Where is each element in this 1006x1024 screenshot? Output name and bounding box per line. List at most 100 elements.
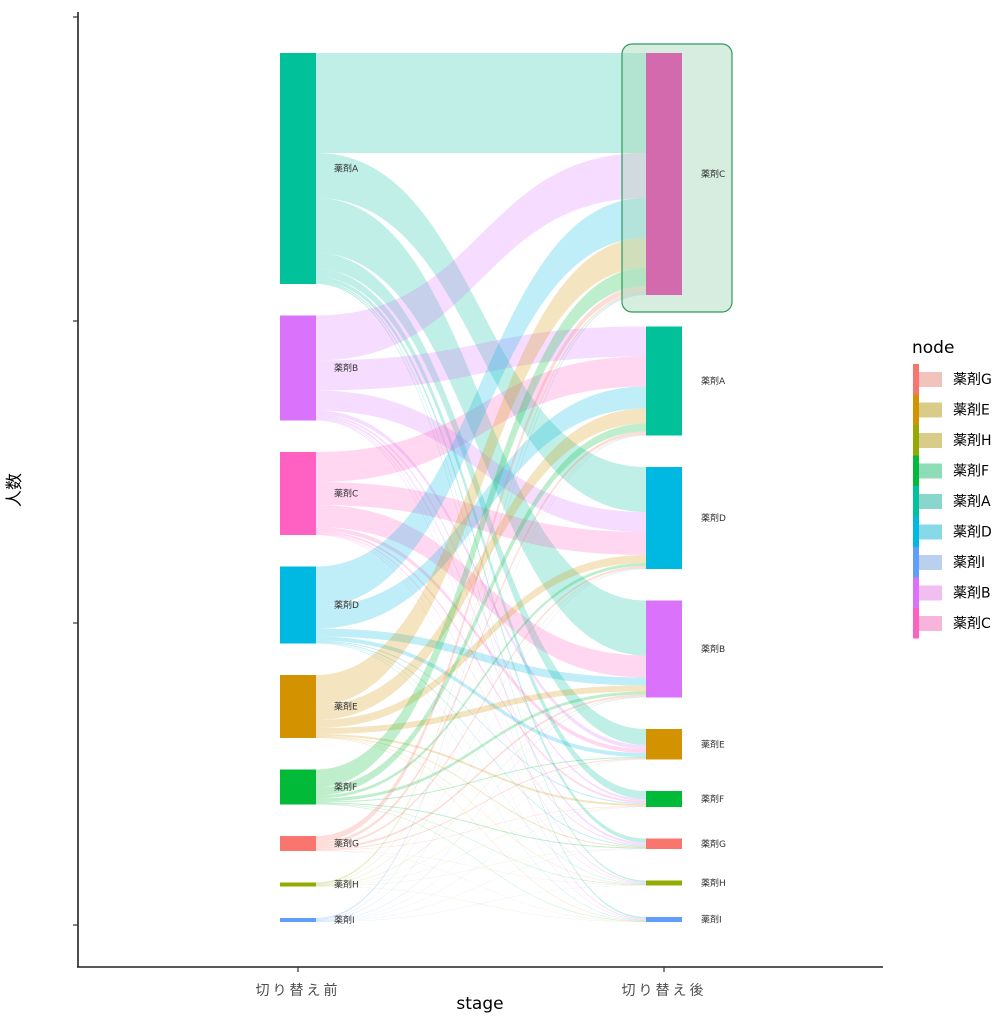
flow-drug-g-to-drug-b (316, 694, 646, 849)
flow-drug-f-to-drug-a (316, 423, 646, 796)
flow-drug-d-to-drug-h (316, 642, 646, 884)
flow-drug-a-to-drug-e (316, 253, 646, 745)
flow-drug-g-to-drug-e (316, 758, 646, 850)
legend-key-swatch-drug-b (919, 585, 942, 601)
legend-key-swatch-drug-i (919, 555, 942, 570)
flow-drug-h-to-drug-c (316, 292, 646, 884)
flow-drug-a-to-drug-i (316, 282, 646, 919)
flow-drug-b-to-drug-d (316, 390, 646, 532)
flow-drug-h-to-drug-b (316, 696, 646, 886)
node-label-after-drug-c: 薬剤C (701, 168, 725, 180)
node-after-drug-h (646, 880, 682, 886)
flow-drug-d-to-drug-a (316, 386, 646, 629)
flow-drug-h-to-drug-d (316, 568, 646, 885)
flows-layer (316, 53, 646, 922)
node-labels-layer: 薬剤A 薬剤B 薬剤C 薬剤D 薬剤E 薬剤F 薬剤G 薬剤H 薬剤I 薬剤C 薬剤A 薬剤D 薬剤B 薬… (334, 163, 726, 927)
node-after-drug-g (646, 838, 682, 849)
legend-label-drug-i: 薬剤I (953, 555, 985, 571)
node-label-after-drug-f: 薬剤F (701, 793, 724, 805)
node-before-drug-h (280, 882, 316, 887)
node-label-after-drug-i: 薬剤I (701, 914, 722, 926)
node-after-drug-d (646, 467, 682, 569)
legend: 薬剤G 薬剤E 薬剤H 薬剤F 薬剤A 薬剤D 薬剤I 薬剤B 薬剤C (913, 364, 992, 639)
flow-drug-i-to-drug-a (316, 435, 646, 920)
flow-drug-a-to-drug-h (316, 281, 646, 882)
node-before-drug-f (280, 769, 316, 805)
node-after-drug-c (646, 53, 682, 295)
flow-drug-f-to-drug-b (316, 691, 646, 802)
node-before-drug-e (280, 675, 316, 738)
flow-drug-b-to-drug-f (316, 414, 646, 801)
flow-drug-i-to-drug-f (316, 806, 646, 922)
node-label-before-drug-h: 薬剤H (334, 879, 359, 891)
flow-drug-c-to-drug-b (316, 505, 646, 678)
legend-label-drug-a: 薬剤A (953, 494, 991, 510)
legend-key-swatch-drug-h (919, 433, 942, 448)
legend-key-bar-drug-f (913, 455, 919, 486)
node-label-before-drug-g: 薬剤G (334, 838, 359, 850)
flow-drug-g-to-drug-h (316, 850, 646, 886)
x-axis-title: stage (456, 994, 503, 1014)
flow-drug-c-to-drug-d (316, 482, 646, 555)
flow-drug-g-to-drug-i (316, 850, 646, 922)
flow-drug-g-to-drug-d (316, 566, 646, 847)
flow-drug-h-to-drug-f (316, 806, 646, 886)
flow-drug-d-to-drug-f (316, 640, 646, 804)
node-label-after-drug-a: 薬剤A (701, 375, 726, 387)
x-tick-label-before: 切り替え前 (256, 982, 341, 999)
x-tick-label-after: 切り替え後 (622, 983, 707, 999)
legend-key-bar-drug-b (913, 577, 919, 608)
node-before-drug-d (280, 566, 316, 644)
flow-drug-b-to-drug-g (316, 416, 646, 845)
node-after-drug-e (646, 729, 682, 760)
flow-drug-e-to-drug-d (316, 555, 646, 728)
legend-key-bar-drug-i (913, 547, 919, 578)
flow-drug-f-to-drug-h (316, 803, 646, 885)
legend-key-swatch-drug-g (919, 372, 942, 387)
y-axis-title: 人数 (5, 473, 25, 507)
flow-drug-i-to-drug-h (316, 885, 646, 922)
flow-drug-f-to-drug-i (316, 804, 646, 922)
legend-title: node (912, 338, 954, 358)
flow-drug-b-to-drug-h (316, 418, 646, 883)
flow-drug-h-to-drug-a (316, 434, 646, 885)
node-label-before-drug-d: 薬剤D (334, 599, 359, 611)
flow-drug-c-to-drug-e (316, 527, 646, 753)
flow-drug-h-to-drug-e (316, 759, 646, 886)
node-before-drug-g (280, 836, 316, 851)
legend-key-bar-drug-a (913, 486, 919, 517)
node-label-after-drug-g: 薬剤G (701, 838, 726, 850)
flow-drug-b-to-drug-i (316, 419, 646, 920)
flow-drug-e-to-drug-g (316, 736, 646, 848)
legend-key-swatch-drug-d (919, 524, 942, 540)
legend-label-drug-c: 薬剤C (953, 616, 991, 632)
flow-drug-a-to-drug-c (316, 53, 646, 153)
flow-drug-i-to-drug-g (316, 848, 646, 922)
nodes-layer (280, 53, 682, 922)
flow-drug-g-to-drug-a (316, 431, 646, 845)
flow-drug-f-to-drug-d (316, 563, 646, 799)
flow-drug-c-to-drug-a (316, 356, 646, 482)
legend-key-bar-drug-c (913, 608, 919, 639)
node-before-drug-a (280, 53, 316, 284)
flow-drug-g-to-drug-c (316, 286, 646, 842)
node-label-after-drug-b: 薬剤B (701, 643, 725, 655)
flow-drug-e-to-drug-i (316, 737, 646, 921)
node-before-drug-c (280, 452, 316, 535)
node-label-after-drug-h: 薬剤H (701, 877, 726, 889)
flow-drug-c-to-drug-f (316, 531, 646, 803)
flow-drug-c-to-drug-g (316, 533, 646, 846)
flow-drug-e-to-drug-b (316, 685, 646, 734)
flow-drug-b-to-drug-a (316, 326, 646, 391)
flow-drug-i-to-drug-c (316, 293, 646, 920)
flow-drug-i-to-drug-e (316, 759, 646, 922)
flow-drug-d-to-drug-g (316, 641, 646, 847)
legend-key-bar-drug-d (913, 516, 919, 547)
node-after-drug-i (646, 917, 682, 922)
flow-drug-c-to-drug-i (316, 534, 646, 920)
legend-label-drug-b: 薬剤B (953, 586, 991, 602)
node-label-before-drug-e: 薬剤E (334, 701, 358, 713)
legend-key-swatch-drug-f (919, 463, 942, 479)
flow-drug-b-to-drug-c (316, 153, 646, 361)
